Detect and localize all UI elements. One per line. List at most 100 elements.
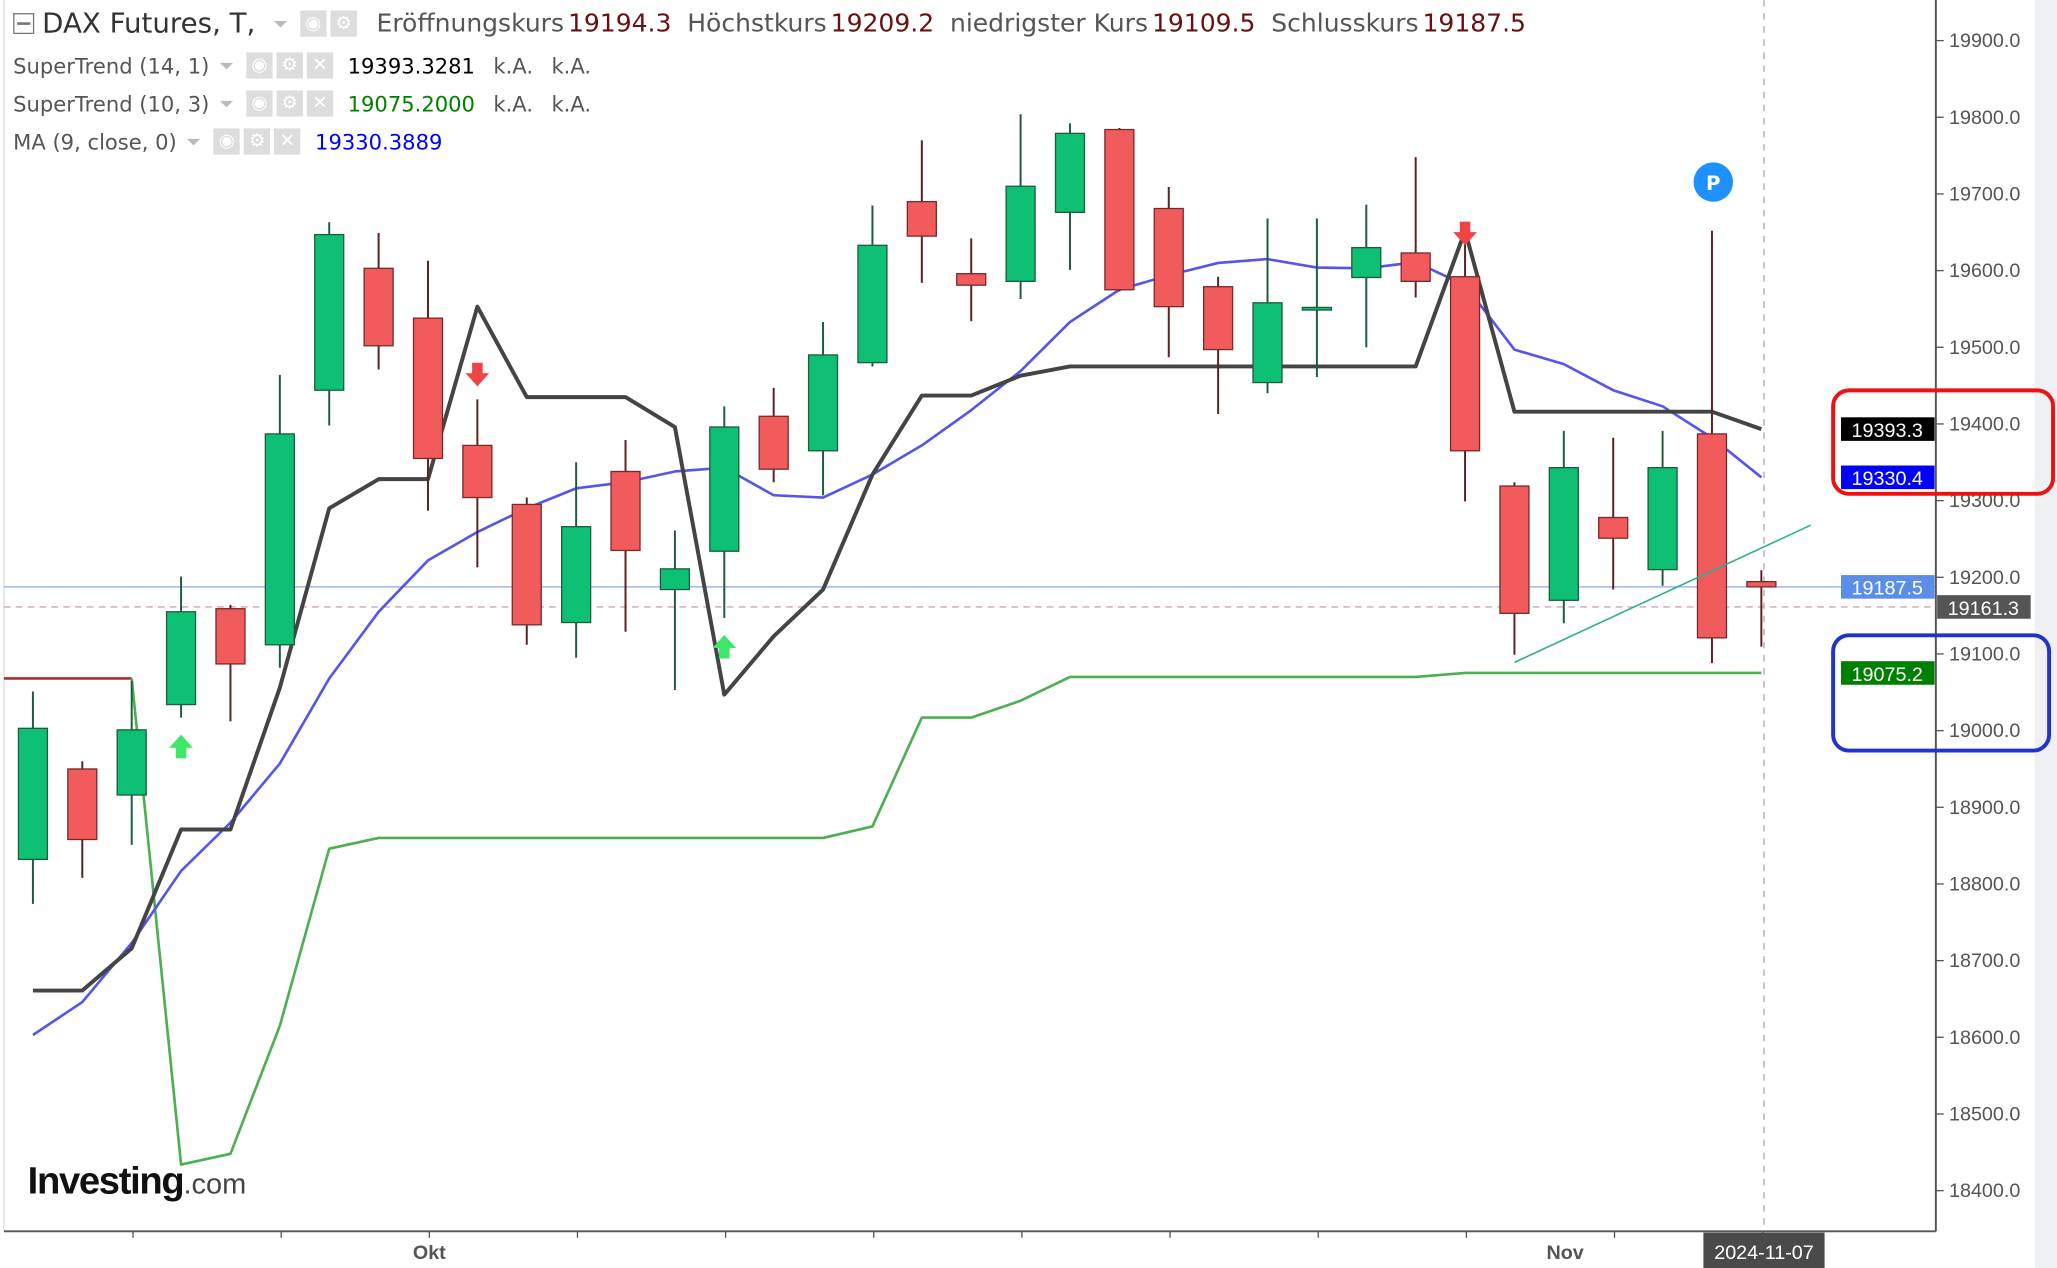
candle-body — [1647, 466, 1678, 571]
candle-body — [1696, 433, 1728, 639]
sell-arrow-icon — [1453, 221, 1477, 246]
candle[interactable] — [1054, 123, 1086, 270]
y-tick-label: 18400.0 — [1949, 1180, 2020, 1202]
close-label: Schlusskurs — [1271, 9, 1419, 38]
y-tick-label: 18800.0 — [1949, 874, 2020, 896]
candle-body — [1499, 485, 1530, 614]
cursor-date-label: 2024-11-07 — [1714, 1242, 1814, 1264]
candle[interactable] — [412, 260, 444, 511]
candle-body — [1104, 128, 1135, 291]
investing-logo: Investing.com — [27, 1160, 247, 1203]
candle-body — [1548, 466, 1579, 601]
candle[interactable] — [1400, 157, 1431, 298]
collapse-icon[interactable] — [13, 13, 35, 35]
gear-icon[interactable]: ⚙ — [276, 90, 303, 117]
candle[interactable] — [1647, 430, 1678, 586]
candle[interactable] — [116, 680, 147, 845]
supertrend-14-1-line — [32, 228, 1763, 993]
scrollbar-track — [2034, 0, 2057, 1268]
candle[interactable] — [511, 497, 542, 645]
visibility-icon[interactable]: ◉ — [213, 128, 240, 155]
low-value: 19109.5 — [1151, 9, 1256, 38]
indicator-value: 19330.3889 — [315, 129, 443, 154]
candle[interactable] — [560, 462, 592, 658]
candle-body — [610, 470, 641, 552]
candle[interactable] — [1005, 114, 1036, 299]
candle[interactable] — [1548, 430, 1579, 624]
indicator-na: k.A. — [551, 53, 592, 78]
candle[interactable] — [1104, 128, 1135, 292]
candle[interactable] — [1252, 218, 1283, 394]
candle-body — [363, 267, 394, 347]
chevron-down-icon[interactable] — [219, 100, 234, 107]
candle[interactable] — [363, 233, 394, 370]
y-tick-label: 19700.0 — [1949, 184, 2020, 206]
y-tick-label: 19400.0 — [1949, 414, 2020, 436]
candle[interactable] — [709, 406, 740, 618]
candle[interactable] — [1746, 570, 1777, 647]
close-icon[interactable]: ✕ — [274, 128, 301, 155]
indicator-na: k.A. — [551, 91, 592, 116]
candle-body — [709, 426, 740, 552]
gear-icon[interactable]: ⚙ — [243, 128, 271, 155]
chevron-down-icon[interactable] — [187, 138, 201, 145]
visibility-icon[interactable]: ◉ — [246, 90, 273, 117]
gear-icon[interactable]: ⚙ — [276, 52, 303, 79]
candle[interactable] — [17, 691, 49, 904]
y-tick-label: 19200.0 — [1949, 567, 2020, 589]
candle-body — [215, 608, 246, 665]
high-value: 19209.2 — [830, 9, 935, 38]
chevron-down-icon[interactable] — [273, 20, 287, 27]
candle[interactable] — [758, 387, 789, 483]
candle-body — [116, 729, 147, 796]
indicator-name: MA (9, close, 0) — [13, 129, 177, 154]
candle[interactable] — [857, 205, 888, 367]
visibility-icon[interactable]: ◉ — [300, 10, 327, 37]
candle-body — [1153, 207, 1184, 308]
candle-body — [659, 568, 691, 591]
close-icon[interactable]: ✕ — [306, 52, 334, 79]
sell-arrow-icon — [465, 362, 490, 387]
candle[interactable] — [610, 440, 641, 632]
candle[interactable] — [215, 604, 246, 722]
candle[interactable] — [462, 399, 493, 568]
indicator-name: SuperTrend (14, 1) — [13, 53, 210, 78]
candle[interactable] — [659, 530, 691, 690]
candle[interactable] — [1351, 204, 1382, 348]
candle[interactable] — [1301, 218, 1333, 378]
price-tag-label: 19187.5 — [1852, 578, 1923, 600]
x-tick-label: Okt — [413, 1242, 446, 1264]
candle[interactable] — [1696, 230, 1728, 664]
candle[interactable] — [1598, 437, 1629, 590]
candle[interactable] — [1499, 482, 1530, 655]
candle[interactable] — [807, 321, 839, 496]
chevron-down-icon[interactable] — [219, 62, 234, 69]
candle[interactable] — [1202, 276, 1234, 414]
close-value: 19187.5 — [1422, 9, 1526, 38]
y-tick-label: 19800.0 — [1949, 107, 2020, 129]
candle-body — [412, 317, 444, 460]
trend-line — [1514, 524, 1812, 664]
candle-body — [1598, 516, 1629, 539]
candle[interactable] — [264, 374, 295, 668]
candle[interactable] — [314, 222, 345, 426]
price-tag-label: 19393.3 — [1852, 420, 1923, 442]
candle[interactable] — [956, 238, 987, 322]
candle[interactable] — [906, 140, 937, 283]
candle[interactable] — [1449, 226, 1481, 502]
candle[interactable] — [1153, 187, 1184, 358]
cursor-date-box — [1703, 1232, 1825, 1268]
candle[interactable] — [67, 761, 98, 878]
open-label: Eröffnungskurs — [376, 9, 565, 38]
visibility-icon[interactable]: ◉ — [246, 52, 273, 79]
candle[interactable] — [165, 576, 197, 718]
price-tag-label: 19161.3 — [1948, 598, 2019, 620]
candle-body — [1400, 252, 1431, 283]
close-icon[interactable]: ✕ — [306, 90, 334, 117]
price-tag — [1841, 417, 1935, 441]
high-label: Höchstkurs — [687, 9, 827, 38]
gear-icon[interactable]: ⚙ — [330, 10, 357, 37]
chart-header: DAX Futures, T, ◉ ⚙ Eröffnungskurs 19194.… — [13, 8, 1526, 39]
